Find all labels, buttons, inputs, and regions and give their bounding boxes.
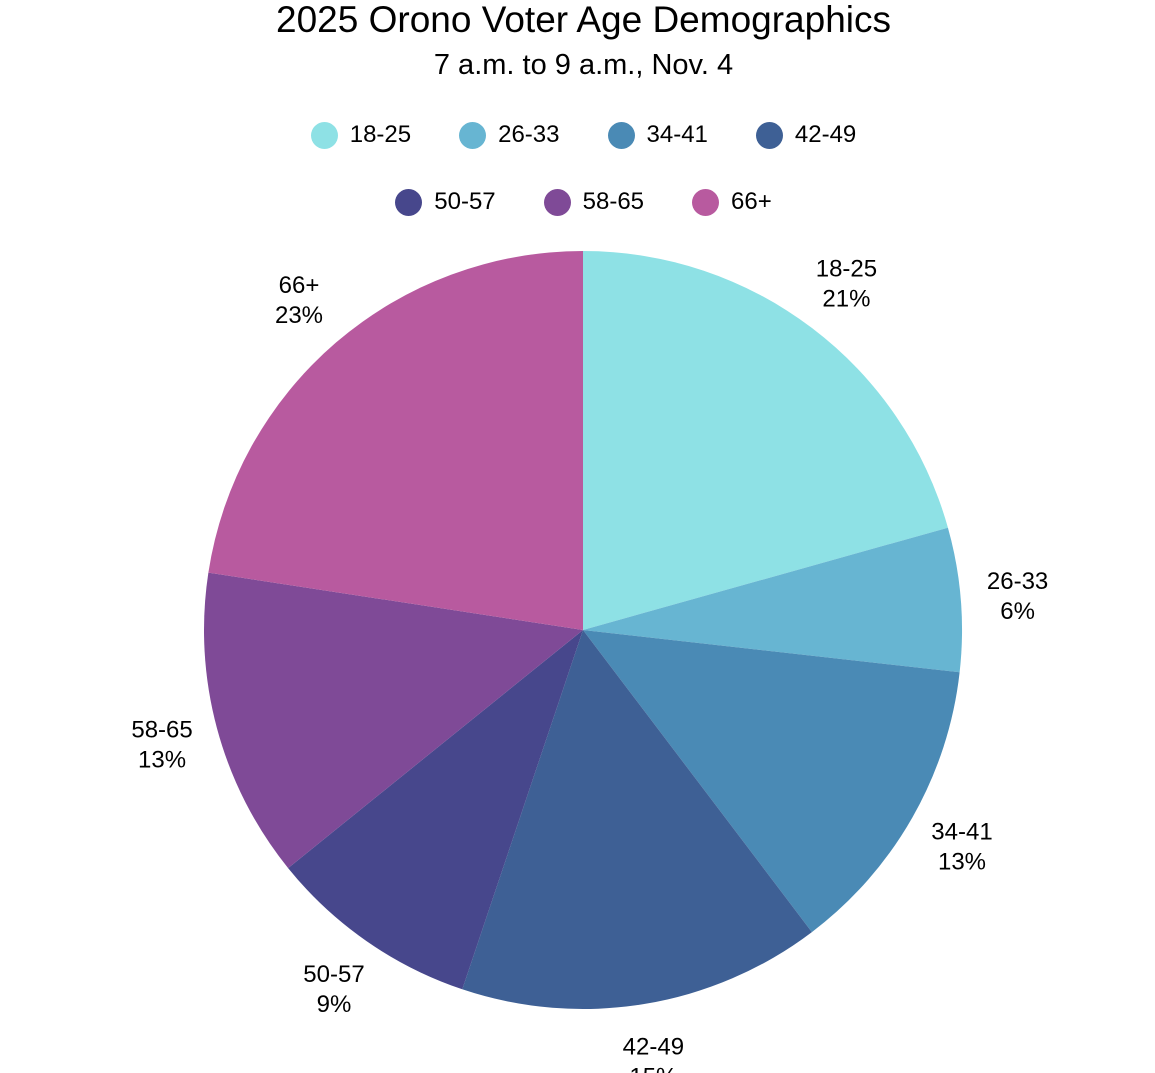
legend-swatch-18-25 <box>310 121 338 149</box>
chart-subtitle: 7 a.m. to 9 a.m., Nov. 4 <box>433 49 734 81</box>
legend-item-50-57[interactable]: 50-57 <box>395 187 496 217</box>
pie-slice-50-57[interactable] <box>288 630 583 990</box>
legend-label-50-57: 50-57 <box>434 188 496 215</box>
slice-label-34-41: 34-41 13% <box>931 819 992 876</box>
legend-label-42-49: 42-49 <box>794 121 857 148</box>
slice-label-50-57: 50-57 9% <box>303 961 364 1018</box>
pie-slice-58-65[interactable] <box>203 572 583 869</box>
legend-label-26-33: 26-33 <box>498 121 560 148</box>
legend-label-66plus: 66+ <box>731 188 772 215</box>
pie-slice-26-33[interactable] <box>583 527 962 673</box>
legend-swatch-34-41 <box>607 121 635 149</box>
legend-item-58-65[interactable]: 58-65 <box>543 187 645 217</box>
legend-label-18-25: 18-25 <box>349 121 412 148</box>
slice-label-18-25: 18-25 21% <box>816 256 877 313</box>
pie-slice-66plus[interactable] <box>208 251 583 630</box>
legend-row-1: 18-25 26-33 34-41 42-49 <box>0 120 1155 150</box>
legend-swatch-50-57 <box>395 188 423 216</box>
legend-item-26-33[interactable]: 26-33 <box>459 120 560 150</box>
legend-item-42-49[interactable]: 42-49 <box>755 120 857 150</box>
pie-slice-34-41[interactable] <box>583 630 960 933</box>
legend-item-34-41[interactable]: 34-41 <box>607 120 708 150</box>
legend-item-18-25[interactable]: 18-25 <box>310 120 412 150</box>
legend-swatch-26-33 <box>459 121 487 149</box>
legend-swatch-66plus <box>692 188 720 216</box>
chart-title: 2025 Orono Voter Age Demographics <box>276 0 891 40</box>
legend-swatch-42-49 <box>755 121 783 149</box>
slice-label-26-33: 26-33 6% <box>987 568 1048 625</box>
legend-label-34-41: 34-41 <box>646 121 708 148</box>
slice-label-58-65: 58-65 13% <box>131 717 192 774</box>
pie-slice-42-49[interactable] <box>462 630 812 1009</box>
slice-label-42-49: 42-4915% <box>623 1033 684 1073</box>
legend-label-58-65: 58-65 <box>582 188 645 215</box>
legend-item-66plus[interactable]: 66+ <box>692 187 772 217</box>
legend-row-2: 50-57 58-65 66+ <box>0 187 1155 217</box>
pie-slice-18-25[interactable] <box>583 251 948 630</box>
legend-swatch-58-65 <box>543 188 571 216</box>
slice-label-66plus: 66+ 23% <box>275 272 323 329</box>
